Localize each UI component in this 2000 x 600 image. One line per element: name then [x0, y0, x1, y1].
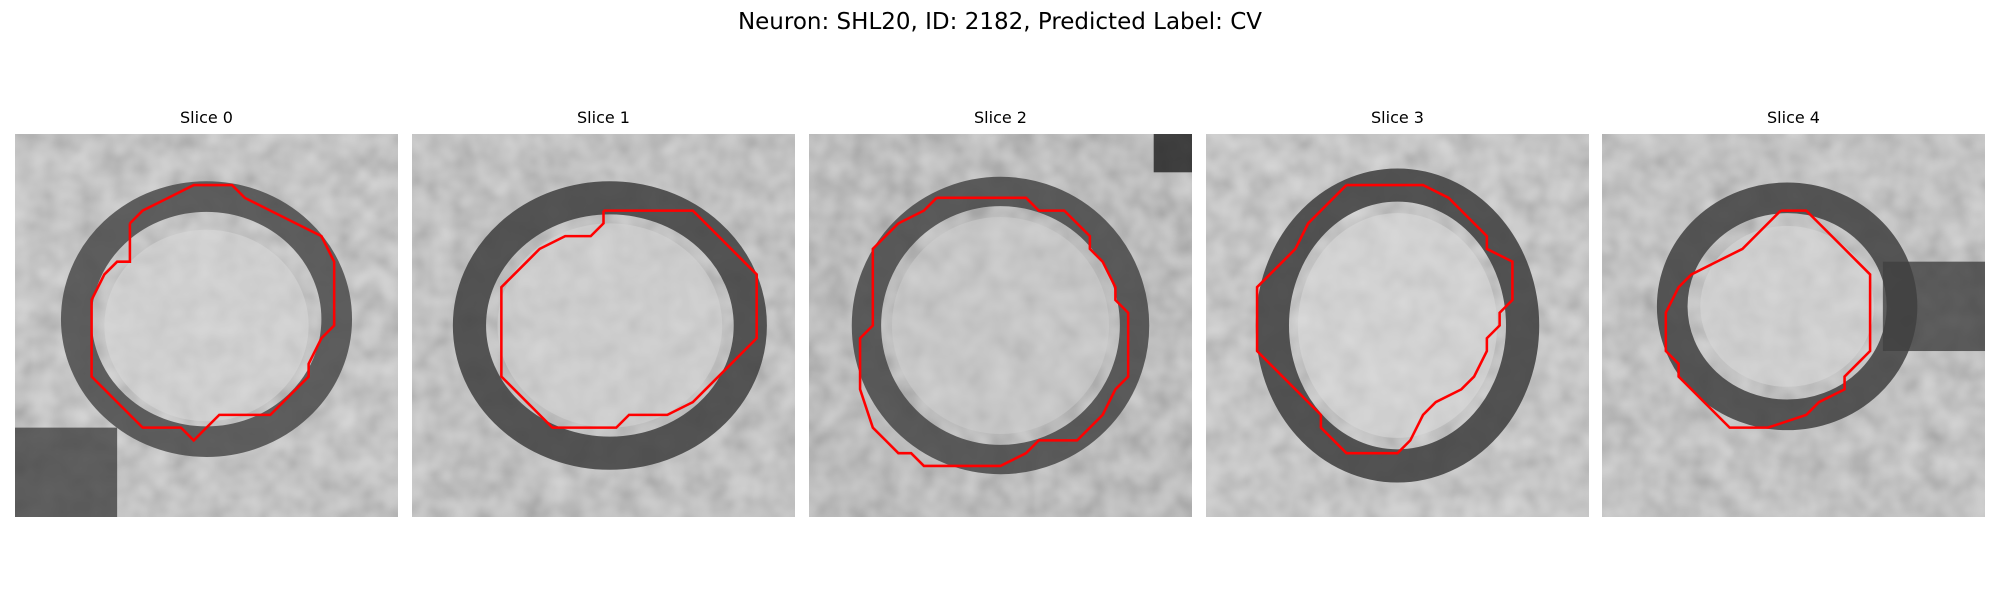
slice-title-1: Slice 1	[577, 108, 630, 127]
slice-image-1	[412, 134, 795, 517]
slice-image-2	[809, 134, 1192, 517]
slice-title-0: Slice 0	[180, 108, 233, 127]
vesicle-lumen-4	[1700, 225, 1874, 387]
figure-title: Neuron: SHL20, ID: 2182, Predicted Label…	[737, 9, 1263, 35]
vesicle-contour-0	[90, 183, 336, 443]
vesicle-contour-4	[1664, 209, 1872, 429]
slice-image-4	[1602, 134, 1985, 517]
vesicle-lumen-2	[891, 216, 1110, 435]
slice-title-2: Slice 2	[974, 108, 1027, 127]
slice-panel-0: Slice 0	[15, 108, 398, 517]
slice-image-3	[1206, 134, 1589, 517]
slice-dark-region-0	[15, 427, 118, 517]
vesicle-lumen-3	[1297, 213, 1498, 438]
membrane-ring-0	[60, 181, 353, 457]
membrane-ring-1	[452, 181, 767, 470]
slice-panel-3: Slice 3	[1206, 108, 1589, 517]
slice-panel-2: Slice 2	[809, 108, 1192, 517]
slice-title-4: Slice 4	[1767, 108, 1820, 127]
slice-panel-1: Slice 1	[412, 108, 795, 517]
vesicle-contour-3	[1255, 183, 1514, 455]
slice-image-0	[15, 134, 398, 517]
vesicle-lumen-1	[497, 223, 723, 428]
slice-title-3: Slice 3	[1371, 108, 1424, 127]
vesicle-contour-2	[858, 196, 1130, 468]
membrane-ring-2	[851, 176, 1150, 475]
vesicle-lumen-0	[104, 229, 309, 422]
vesicle-contour-1	[500, 209, 758, 429]
slice-panel-4: Slice 4	[1602, 108, 1985, 517]
slice-dark-region-2	[1153, 134, 1192, 173]
membrane-ring-4	[1656, 182, 1918, 431]
